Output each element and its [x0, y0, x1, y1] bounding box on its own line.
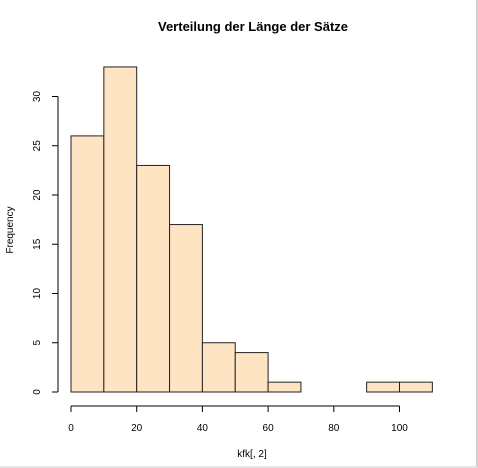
- histogram-bar-60-70: [267, 381, 302, 393]
- x-tick-label-100: 100: [391, 423, 408, 434]
- y-tick-label-15: 15: [32, 238, 43, 250]
- histogram-bar-30-40: [169, 224, 203, 393]
- y-axis: 0 5 10 15 20 25 30: [32, 91, 59, 395]
- histogram-bar-40-50: [201, 342, 236, 393]
- y-tick-label-10: 10: [32, 288, 43, 300]
- x-tick-label-0: 0: [68, 423, 74, 434]
- histogram-bar-10-20: [103, 66, 138, 393]
- x-axis: 0 20 40 60 80 100: [68, 405, 408, 434]
- y-tick-label-25: 25: [32, 140, 43, 152]
- histogram-bar-0-10: [70, 135, 105, 393]
- y-axis-label: Frequency: [5, 206, 16, 253]
- x-tick-label-80: 80: [328, 423, 340, 434]
- histogram-bar-50-60: [234, 352, 269, 393]
- histogram-bar-90-100: [366, 381, 400, 393]
- x-tick-label-20: 20: [131, 423, 143, 434]
- y-tick-label-0: 0: [32, 389, 43, 395]
- x-tick-label-40: 40: [197, 423, 209, 434]
- histogram-bar-20-30: [136, 164, 171, 393]
- histogram-bar-100-110: [399, 381, 433, 393]
- x-axis-label: kfk[, 2]: [237, 449, 267, 460]
- bars-group: [70, 66, 433, 393]
- chart-title: Verteilung der Länge der Sätze: [158, 19, 348, 34]
- x-tick-label-60: 60: [263, 423, 275, 434]
- y-tick-label-20: 20: [32, 189, 43, 201]
- y-tick-label-30: 30: [32, 91, 43, 103]
- y-tick-label-5: 5: [32, 340, 43, 346]
